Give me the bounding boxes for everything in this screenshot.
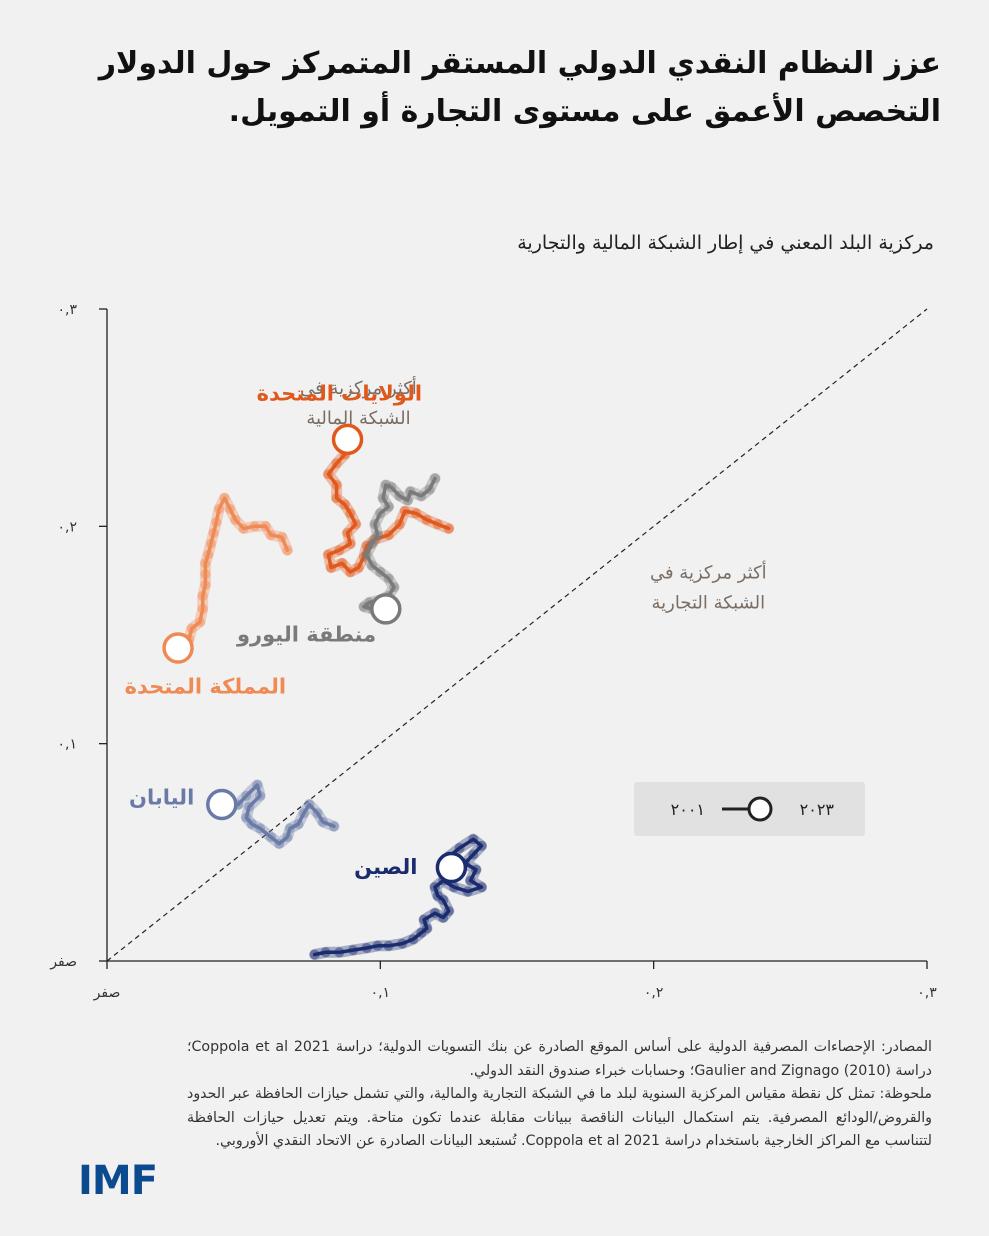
series-label: اليابان [129, 786, 194, 810]
x-tick-label: ٠,٣ [917, 985, 937, 1001]
series-group: الولايات المتحدة [257, 381, 455, 578]
region-label-line: الشبكة المالية [306, 408, 410, 429]
series-label: الولايات المتحدة [257, 381, 422, 405]
series-group: منطقة اليورو [236, 473, 441, 647]
series-line [176, 496, 290, 650]
footnote-note: ملحوظة: تمثل كل نقطة مقياس المركزية السن… [187, 1086, 932, 1150]
chart-subtitle: مركزية البلد المعني في إطار الشبكة المال… [517, 232, 934, 254]
legend-start-label: ٢٠٠١ [671, 800, 705, 819]
x-tick-label: ٠,٢ [644, 985, 664, 1001]
x-tick-label: ٠,١ [371, 985, 391, 1001]
series-end-marker [206, 788, 238, 821]
diagonal-line [106, 308, 928, 962]
title-line-1: عزز النظام النقدي الدولي المستقر المتمرك… [98, 46, 941, 81]
series-label: منطقة اليورو [236, 623, 376, 647]
imf-logo: IMF [78, 1158, 158, 1204]
series-label: المملكة المتحدة [125, 675, 286, 699]
legend-circle [747, 796, 773, 822]
diagonal-reference [106, 308, 928, 962]
series-end-marker [370, 593, 402, 625]
y-tick-label: ٠,٢ [58, 519, 78, 535]
chart-legend: ٢٠٢٣ ٢٠٠١ [634, 782, 865, 836]
series-end-marker [435, 851, 468, 884]
y-tick-label: ٠,١ [58, 737, 78, 753]
region-label-line: أكثر مركزية في [300, 376, 417, 399]
region-label-line: أكثر مركزية في [650, 560, 767, 583]
x-tick-label: صفر [93, 985, 121, 1001]
series-line [220, 783, 336, 846]
region-label: أكثر مركزية في الشبكة التجارية [650, 560, 767, 613]
series-layer: الولايات المتحدة منطقة اليورو المملكة المت… [125, 381, 487, 960]
series-end-marker [162, 632, 194, 664]
series-line [326, 437, 451, 574]
title-line-2: التخصص الأعمق على مستوى التجارة أو التمو… [228, 94, 941, 129]
region-label-line: الشبكة التجارية [651, 592, 765, 613]
y-tick-label: ٠,٣ [58, 302, 78, 318]
region-label: أكثر مركزية في الشبكة المالية [300, 376, 417, 429]
legend-end-label: ٢٠٢٣ [800, 800, 835, 819]
series-line [312, 837, 484, 957]
series-group: المملكة المتحدة [125, 492, 293, 699]
series-end-marker [331, 423, 364, 456]
chart-axes: صفر ٠,١ ٠,٢ ٠,٣ صفر ٠,١ ٠,٢ ٠,٣ [49, 302, 937, 1001]
y-tick-label: صفر [49, 954, 77, 970]
series-label: الصين [354, 855, 417, 879]
chart-title: عزز النظام النقدي الدولي المستقر المتمرك… [41, 40, 941, 136]
series-group: اليابان [129, 779, 340, 850]
footnote: المصادر: الإحصاءات المصرفية الدولية على … [187, 1036, 932, 1154]
series-group: الصين [309, 833, 487, 960]
footnote-sources: المصادر: الإحصاءات المصرفية الدولية على … [187, 1039, 933, 1079]
